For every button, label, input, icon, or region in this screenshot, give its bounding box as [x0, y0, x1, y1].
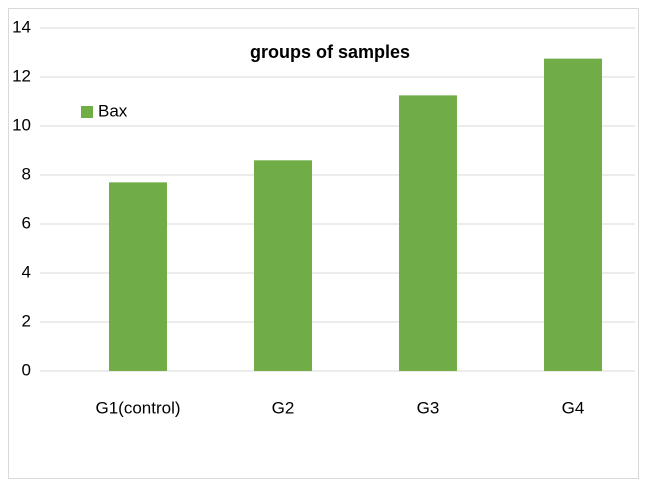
y-tick-label: 2: [22, 311, 31, 330]
y-tick-label: 0: [22, 360, 31, 379]
bar: [109, 182, 167, 371]
chart-frame: [8, 8, 639, 479]
bar: [544, 58, 602, 371]
x-tick-label: G1(control): [95, 398, 180, 417]
chart-title: groups of samples: [250, 42, 410, 62]
x-tick-label: G4: [562, 398, 585, 417]
legend-swatch: [81, 106, 93, 118]
y-tick-label: 14: [12, 17, 31, 36]
y-tick-label: 12: [12, 66, 31, 85]
y-tick-label: 4: [22, 262, 31, 281]
y-tick-label: 6: [22, 213, 31, 232]
x-tick-label: G2: [272, 398, 295, 417]
y-tick-label: 10: [12, 115, 31, 134]
x-tick-label: G3: [417, 398, 440, 417]
bar: [254, 160, 312, 371]
bar: [399, 95, 457, 371]
y-tick-label: 8: [22, 164, 31, 183]
legend-label: Bax: [98, 101, 128, 120]
